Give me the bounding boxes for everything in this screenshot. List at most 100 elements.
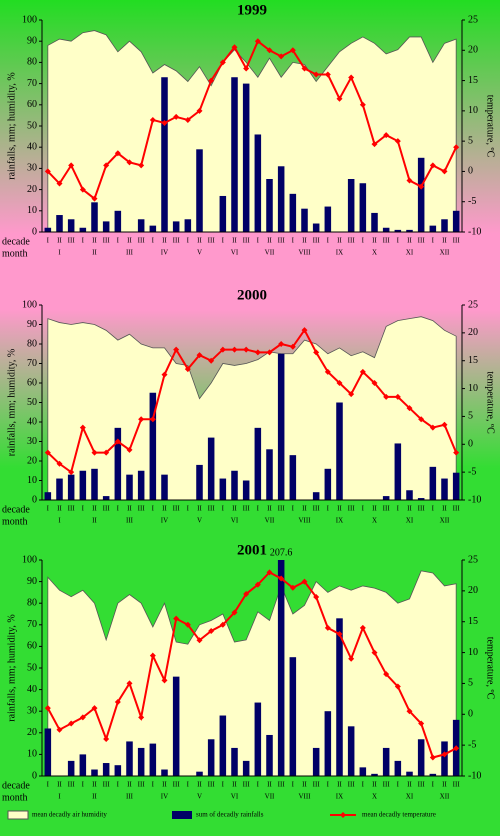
temperature-marker — [68, 469, 75, 476]
decade-label: II — [442, 237, 447, 245]
decade-label: II — [197, 505, 202, 513]
decade-label: III — [278, 237, 286, 245]
decade-label: I — [47, 781, 50, 789]
bar — [382, 747, 390, 776]
y-tick-label: 30 — [27, 436, 37, 447]
y2-tick-label: 10 — [468, 105, 478, 116]
bar — [254, 134, 262, 232]
temperature-marker — [126, 446, 133, 453]
decade-label: II — [127, 781, 132, 789]
decade-label: II — [197, 781, 202, 789]
y-tick-label: 50 — [27, 120, 37, 131]
decade-label: I — [82, 781, 85, 789]
temperature-marker — [359, 624, 366, 631]
temperature-marker — [348, 74, 355, 81]
y2-axis-label: temperature, ºC — [485, 95, 496, 158]
y-tick-label: 10 — [27, 475, 37, 486]
legend-swatch — [172, 811, 192, 819]
temperature-marker — [184, 366, 191, 373]
temperature-marker — [289, 47, 296, 54]
temperature-marker — [114, 438, 121, 445]
decade-label: II — [232, 505, 237, 513]
bar — [324, 711, 332, 776]
temperature-marker — [79, 424, 86, 431]
decade-label: I — [397, 505, 400, 513]
y-tick-label: 50 — [27, 397, 37, 408]
y-tick-label: 80 — [27, 338, 37, 349]
temperature-marker — [359, 368, 366, 375]
y-tick-label: 10 — [27, 749, 37, 760]
temperature-marker — [161, 119, 168, 126]
temperature-marker — [231, 609, 238, 616]
bar — [219, 478, 227, 500]
decade-label: III — [418, 237, 426, 245]
decade-label: II — [372, 237, 377, 245]
bar — [207, 739, 215, 776]
bar — [79, 227, 87, 232]
temperature-marker — [383, 671, 390, 678]
y-tick-label: 70 — [27, 78, 37, 89]
month-label: X — [372, 517, 377, 525]
month-label: XII — [440, 249, 450, 257]
bar — [196, 464, 203, 500]
decade-label: I — [257, 237, 260, 245]
decade-label: III — [453, 237, 461, 245]
month-label: X — [372, 793, 377, 801]
bar — [312, 492, 320, 500]
decade-label: I — [187, 781, 190, 789]
temperature-marker — [196, 352, 203, 359]
month-label: VIII — [298, 249, 311, 257]
bar — [429, 466, 437, 500]
chart-title: 2001 — [237, 542, 267, 558]
temperature-marker — [406, 405, 413, 412]
month-label: IX — [336, 517, 343, 525]
decade-label: III — [313, 781, 321, 789]
temperature-marker — [289, 343, 296, 350]
y2-tick-label: -10 — [468, 494, 481, 505]
decade-label: II — [162, 237, 167, 245]
bar — [371, 212, 378, 232]
bar — [184, 219, 192, 232]
bar — [149, 743, 157, 776]
temperature-marker — [243, 346, 250, 353]
bar — [289, 657, 297, 776]
month-label: V — [197, 517, 202, 525]
decade-label: II — [337, 505, 342, 513]
temperature-marker — [301, 578, 308, 585]
decade-label: III — [243, 781, 251, 789]
y2-tick-label: -10 — [468, 770, 481, 781]
bar — [114, 765, 122, 776]
temperature-marker — [453, 449, 460, 456]
decade-label: I — [362, 505, 365, 513]
decade-label: I — [327, 237, 330, 245]
temperature-marker — [196, 637, 203, 644]
y2-tick-label: 20 — [468, 327, 478, 338]
temperature-marker — [359, 101, 366, 108]
y-tick-label: 0 — [32, 494, 37, 505]
temperature-marker — [231, 346, 238, 353]
decade-label: III — [383, 237, 391, 245]
temperature-marker — [429, 162, 436, 169]
temperature-marker — [278, 575, 285, 582]
decade-label: I — [397, 781, 400, 789]
humidity-area — [47, 570, 457, 777]
decade-label: II — [92, 237, 97, 245]
decade-label: I — [117, 781, 120, 789]
month-label: II — [92, 793, 97, 801]
month-row-label: month — [2, 792, 28, 803]
decade-label: I — [222, 781, 225, 789]
decade-label: I — [257, 505, 260, 513]
month-label: III — [126, 517, 134, 525]
decade-label: II — [127, 237, 132, 245]
y-axis-label: rainfalls, mm; humidity, % — [6, 72, 17, 179]
y2-tick-label: 10 — [468, 647, 478, 658]
month-label: VII — [265, 793, 275, 801]
y2-tick-label: -5 — [468, 196, 476, 207]
temperature-marker — [266, 569, 273, 576]
bar — [394, 443, 402, 500]
month-label: V — [197, 249, 202, 257]
bar — [371, 773, 378, 776]
decade-label: III — [103, 505, 111, 513]
temperature-marker — [289, 584, 296, 591]
month-label: XI — [406, 517, 414, 525]
